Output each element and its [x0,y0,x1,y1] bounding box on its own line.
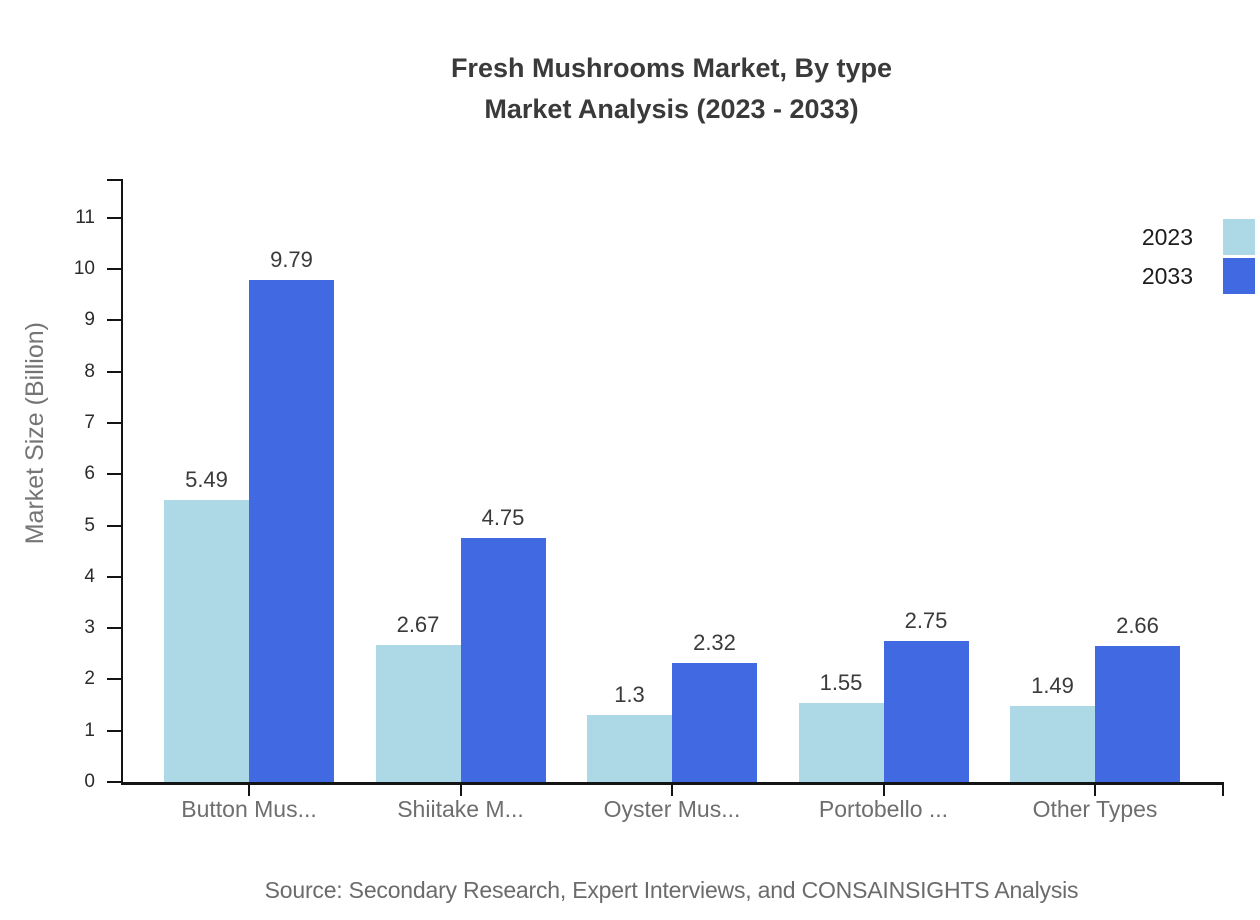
y-tick-label: 11 [75,206,95,228]
x-category-label: Button Mus... [181,796,317,822]
legend: 2023 2033 [1142,219,1255,297]
source-note: Source: Secondary Research, Expert Inter… [264,877,1079,903]
bar-value-label: 2.75 [904,607,948,633]
x-tick [1094,785,1096,796]
x-category-label: Portobello ... [818,796,949,822]
legend-swatch [1223,219,1255,255]
chart-title-line-1: Fresh Mushrooms Market, By type [450,53,893,83]
bar-value-label: 2.32 [693,630,736,656]
y-tick-label: 4 [84,565,95,587]
bar-2033-2 [460,538,546,782]
bar-2033-5 [1095,645,1180,782]
y-tick-label: 9 [84,309,95,331]
x-tick [248,785,250,796]
y-tick [107,729,121,732]
x-tick [671,785,673,796]
y-tick [107,370,121,373]
legend-label: 2023 [1141,223,1193,250]
chart-title: Fresh Mushrooms Market, By type Market A… [121,48,1222,130]
y-tick-label: 7 [84,412,95,434]
y-tick [107,422,121,425]
y-tick-label: 10 [73,258,95,280]
bar-group: 1.3 2.32 [587,181,757,782]
bar-value-label: 2.66 [1116,612,1159,638]
bar-value-label: 1.3 [614,682,645,708]
x-tick [882,785,885,796]
x-axis-end-cap [1222,785,1224,796]
bar-2023-3 [587,715,672,782]
bar-2023-2 [375,645,461,782]
y-tick-label: 0 [84,771,95,792]
x-category-label: Other Types [1032,796,1158,822]
y-tick [107,781,121,783]
bar-2023-1 [164,500,249,782]
y-tick-label: 1 [84,719,95,741]
bar-value-label: 9.79 [270,246,313,272]
bar-group: 5.49 9.79 [164,181,334,782]
y-tick [107,216,121,219]
chart-title-line-2: Market Analysis (2023 - 2033) [484,94,859,124]
bar-2033-1 [249,279,334,782]
bar-value-label: 2.67 [396,612,440,638]
bar-group: 2.67 4.75 [375,181,546,782]
x-tick [459,785,462,796]
y-tick [107,473,121,476]
bar-2023-4 [798,702,884,782]
y-axis-top-cap [107,179,123,181]
bar-value-label: 4.75 [481,505,525,531]
y-tick [107,627,121,630]
y-tick [107,524,121,527]
y-tick-label: 6 [84,463,95,485]
y-tick [107,575,121,578]
y-tick-label: 8 [84,360,95,382]
bar-2033-4 [883,640,969,782]
y-tick-label: 2 [84,668,95,690]
bar-value-label: 1.49 [1031,672,1074,698]
x-category-label: Shiitake M... [397,796,524,822]
y-tick-label: 5 [84,514,95,536]
y-tick [107,268,121,271]
y-tick-label: 3 [84,617,95,639]
bar-2023-5 [1010,705,1095,782]
bar-2033-3 [672,663,757,782]
bar-value-label: 5.49 [185,467,228,493]
bar-group: 1.55 2.75 [798,181,969,782]
y-tick [107,678,121,681]
y-tick [107,319,121,322]
legend-swatch [1223,258,1255,294]
bar-group: 1.49 2.66 [1010,181,1180,782]
plot-area: 0 1 2 3 4 5 6 7 8 9 10 11 5.49 9.79 Button Mus... 2.67 4… [74,179,1224,822]
legend-item-2033: 2033 [1142,258,1255,294]
legend-label: 2033 [1141,262,1193,289]
bar-value-label: 1.55 [819,669,863,695]
x-category-label: Oyster Mus... [603,796,741,822]
legend-item-2023: 2023 [1142,219,1255,255]
